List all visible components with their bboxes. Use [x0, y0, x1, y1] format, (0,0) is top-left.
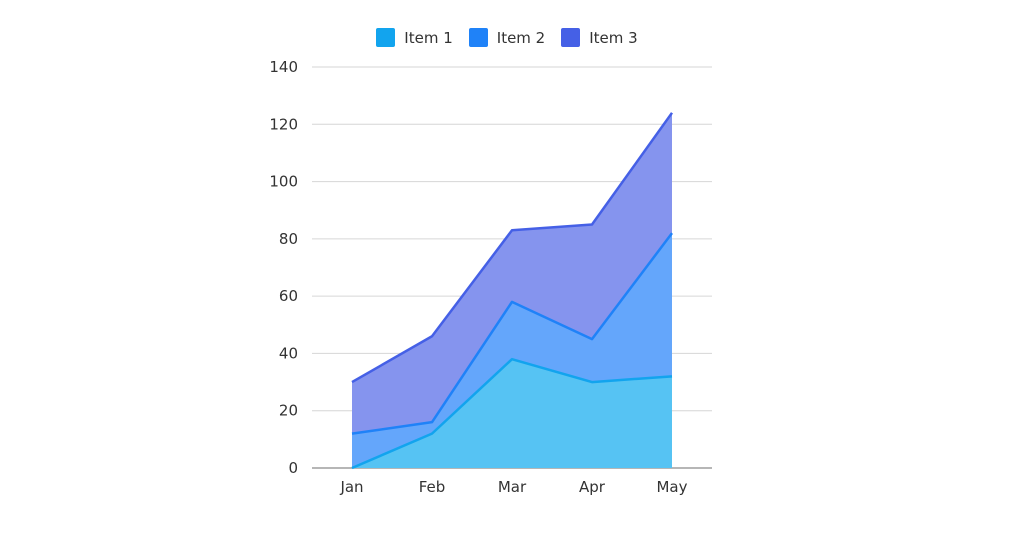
x-tick-label: May — [656, 478, 687, 496]
y-tick-label: 20 — [279, 402, 298, 420]
chart-legend: Item 1 Item 2 Item 3 — [0, 28, 1024, 47]
area-item-1 — [352, 359, 672, 468]
x-tick-label: Apr — [579, 478, 606, 496]
line-item-3 — [351, 112, 674, 384]
legend-item-2[interactable]: Item 2 — [468, 28, 546, 47]
legend-item-3[interactable]: Item 3 — [561, 28, 638, 47]
legend-label-1: Item 1 — [404, 28, 453, 47]
y-tick-label: 140 — [269, 58, 298, 76]
area-item-2 — [352, 233, 672, 468]
legend-swatch-1 — [376, 28, 396, 47]
y-tick-label: 80 — [279, 230, 298, 248]
legend-swatch-2 — [468, 28, 488, 47]
legend-label-2: Item 2 — [496, 28, 546, 47]
x-tick-label: Feb — [419, 478, 446, 496]
y-axis: 0 20 40 60 80 100 120 140 — [269, 58, 298, 477]
y-tick-label: 0 — [288, 459, 298, 477]
x-axis: Jan Feb Mar Apr May — [339, 478, 687, 496]
x-tick-label: Jan — [339, 478, 363, 496]
y-tick-label: 120 — [269, 115, 298, 133]
line-item-1 — [351, 357, 673, 470]
line-item-2 — [351, 232, 673, 435]
y-tick-label: 100 — [269, 173, 298, 191]
area-series — [351, 112, 674, 470]
legend-label-3: Item 3 — [589, 28, 638, 47]
y-tick-label: 60 — [279, 287, 298, 305]
area-item-3 — [352, 112, 672, 434]
legend-swatch-3 — [561, 28, 581, 47]
y-tick-label: 40 — [279, 344, 298, 362]
legend-item-1[interactable]: Item 1 — [376, 28, 453, 47]
x-tick-label: Mar — [498, 478, 527, 496]
